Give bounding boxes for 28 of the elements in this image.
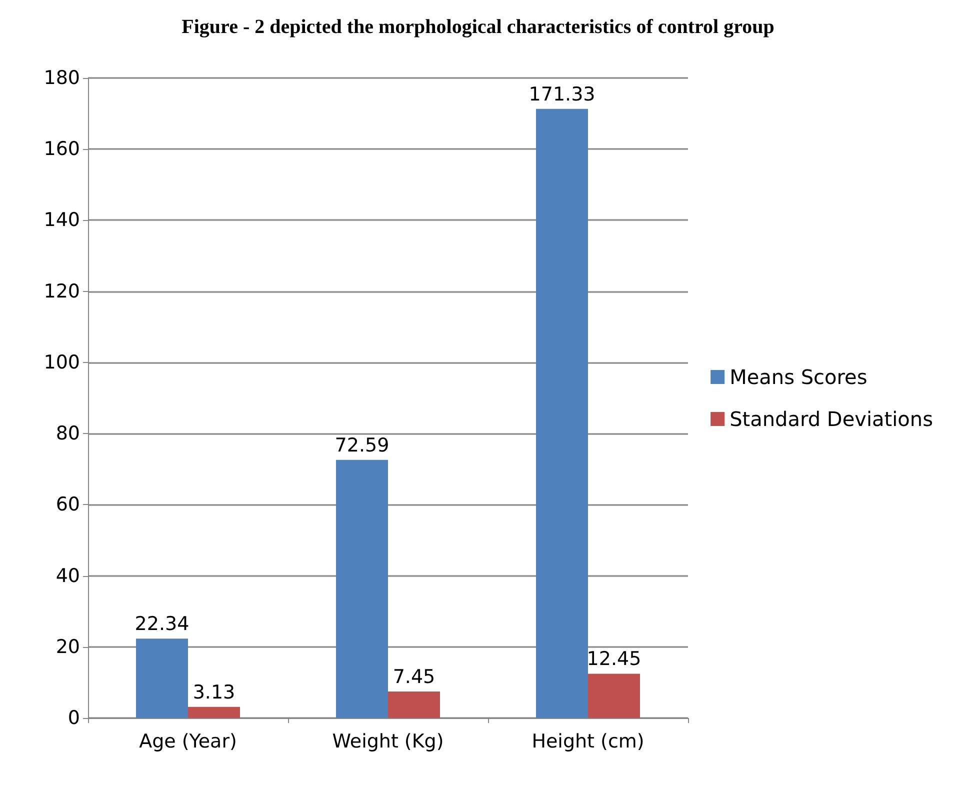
- legend-label: Means Scores: [730, 365, 868, 389]
- bar: [388, 692, 440, 718]
- y-tick-label: 60: [56, 494, 80, 516]
- bar: [188, 706, 240, 718]
- data-label: 12.45: [586, 648, 642, 670]
- data-label: 22.34: [134, 613, 190, 636]
- y-tick-label: 100: [44, 351, 80, 374]
- chart-title: Figure - 2 depicted the morphological characteristics of control group: [182, 16, 774, 38]
- legend-label: Standard Deviations: [730, 407, 934, 431]
- bar: [536, 108, 588, 718]
- data-label: 3.13: [192, 681, 236, 704]
- data-label: 72.59: [334, 434, 390, 456]
- y-tick-label: 160: [44, 138, 80, 160]
- bar: [588, 674, 640, 718]
- y-tick-label: 140: [44, 209, 80, 232]
- y-tick-label: 20: [56, 636, 80, 658]
- y-tick-label: 180: [44, 67, 80, 89]
- x-tick-label: Height (cm): [532, 730, 644, 752]
- y-tick-label: 80: [56, 422, 80, 445]
- y-tick-label: 40: [56, 564, 80, 587]
- data-label: 171.33: [528, 83, 596, 106]
- data-label: 7.45: [392, 666, 436, 688]
- bar: [336, 460, 388, 718]
- x-tick-label: Weight (Kg): [332, 730, 444, 752]
- y-tick-label: 120: [44, 280, 80, 302]
- x-tick-label: Age (Year): [139, 730, 237, 752]
- bar: [136, 638, 188, 718]
- y-tick-label: 0: [68, 707, 80, 729]
